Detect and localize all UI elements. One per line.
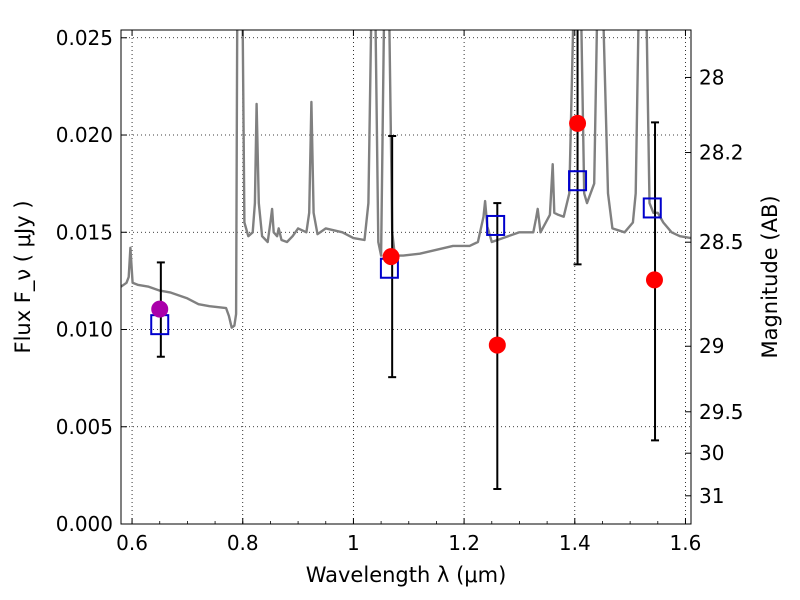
x-tick-label: 0.6 xyxy=(116,531,148,555)
right-tick-label: 28.2 xyxy=(699,141,744,165)
right-tick-label: 28.5 xyxy=(699,230,744,254)
right-axis-label: Magnitude (AB) xyxy=(758,195,782,358)
observed-point xyxy=(645,271,663,289)
y-tick-label: 0.025 xyxy=(56,26,113,50)
ticks: 0.6 0.8 1 1.2 1.4 1.6 0.000 0.005 0.010 0.015 0.02… xyxy=(56,26,744,555)
y-tick-label: 0.000 xyxy=(56,512,113,536)
right-tick-label: 31 xyxy=(699,484,724,508)
y-tick-label: 0.020 xyxy=(56,123,113,147)
y-axis-label: Flux F_ν ( μJy ) xyxy=(11,200,36,353)
right-tick-label: 29.5 xyxy=(699,400,744,424)
x-tick-label: 0.8 xyxy=(227,531,259,555)
right-tick-label: 28 xyxy=(699,65,724,89)
right-tick-label: 30 xyxy=(699,441,724,465)
observed-point xyxy=(488,336,506,354)
plot-area xyxy=(121,30,691,490)
spectrum-line xyxy=(121,30,691,329)
model-square xyxy=(486,214,506,236)
observed-point xyxy=(382,248,400,266)
x-tick-label: 1.4 xyxy=(559,531,591,555)
right-tick-label: 29 xyxy=(699,334,724,358)
optical-point xyxy=(151,300,169,318)
x-tick-label: 1.6 xyxy=(670,531,702,555)
model-square xyxy=(568,170,588,192)
x-tick-label: 1.2 xyxy=(448,531,480,555)
y-tick-label: 0.015 xyxy=(56,220,113,244)
y-tick-label: 0.010 xyxy=(56,318,113,342)
x-axis-label: Wavelength λ (μm) xyxy=(306,563,507,587)
x-tick-label: 1 xyxy=(347,531,360,555)
plot-frame xyxy=(120,29,692,525)
y-tick-label: 0.005 xyxy=(56,415,113,439)
observed-point xyxy=(569,114,587,132)
model-square xyxy=(642,197,662,219)
grid xyxy=(121,30,691,524)
